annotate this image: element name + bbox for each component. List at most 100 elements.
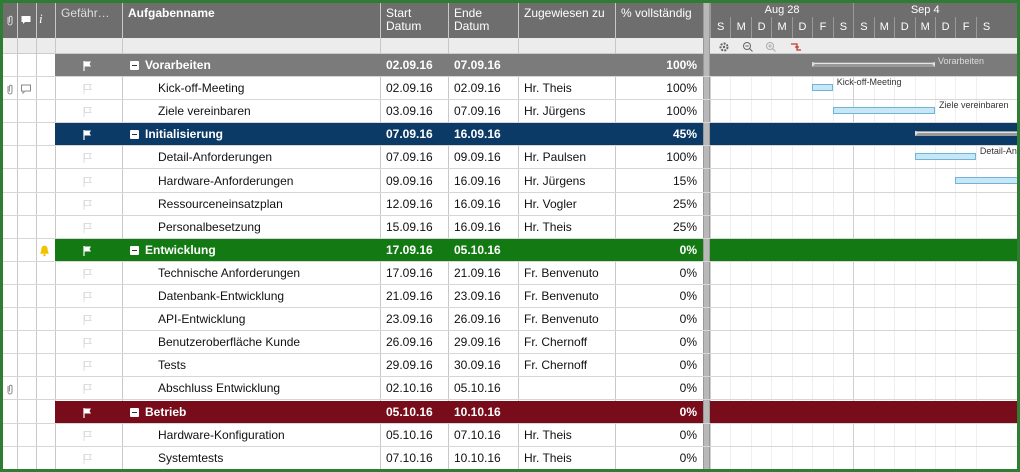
risk-flag-glyph bbox=[83, 199, 92, 210]
task-bar[interactable] bbox=[832, 107, 935, 115]
risk-flag-glyph bbox=[83, 361, 92, 372]
start-date: 26.09.16 bbox=[386, 335, 433, 350]
assignee: Hr. Theis bbox=[524, 81, 572, 96]
task-name[interactable]: Hardware-Konfiguration bbox=[158, 427, 285, 442]
collapse-toggle[interactable] bbox=[130, 61, 139, 70]
critical-path-icon bbox=[790, 40, 802, 52]
day-label: D bbox=[791, 17, 812, 38]
group-band-gantt bbox=[710, 123, 1017, 146]
header-bar bbox=[3, 3, 1017, 38]
task-name[interactable]: Tests bbox=[158, 358, 187, 373]
end-date: 10.10.16 bbox=[454, 404, 501, 419]
group-row[interactable]: Vorarbeiten 02.09.16 07.09.16 100% Vorarbeit… bbox=[3, 54, 1017, 78]
task-row[interactable]: Benutzeroberfläche Kunde 26.09.16 29.09.16… bbox=[3, 331, 1017, 355]
group-row[interactable]: Initialisierung 07.09.16 16.09.16 45% Initia… bbox=[3, 123, 1017, 147]
start-date: 02.09.16 bbox=[386, 81, 433, 96]
day-label: F bbox=[812, 17, 832, 38]
group-row[interactable]: Betrieb 05.10.16 10.10.16 0% bbox=[3, 400, 1017, 424]
task-row[interactable]: Hardware-Konfiguration 05.10.16 07.10.16 Hr… bbox=[3, 424, 1017, 447]
collapse-toggle[interactable] bbox=[130, 407, 139, 417]
percent-complete: 0% bbox=[679, 312, 697, 327]
pane-splitter bbox=[703, 3, 710, 469]
task-row[interactable]: Ressourceneinsatzplan 12.09.16 16.09.16 Hr.… bbox=[3, 193, 1017, 216]
risk-flag-glyph bbox=[83, 384, 92, 395]
task-bar[interactable] bbox=[955, 176, 1017, 184]
risk-flag-glyph bbox=[83, 153, 92, 164]
task-row[interactable]: Personalbesetzung 15.09.16 16.09.16 Hr. The… bbox=[3, 216, 1017, 239]
start-date: 05.10.16 bbox=[386, 404, 433, 419]
task-name[interactable]: Kick-off-Meeting bbox=[158, 81, 245, 96]
end-date: 07.10.16 bbox=[454, 427, 501, 442]
percent-complete: 0% bbox=[679, 335, 697, 350]
task-row[interactable]: API-Entwicklung 23.09.16 26.09.16 Fr. Benve… bbox=[3, 308, 1017, 332]
collapse-toggle[interactable] bbox=[130, 245, 139, 255]
end-date: 05.10.16 bbox=[454, 381, 501, 396]
task-name[interactable]: API-Entwicklung bbox=[158, 312, 246, 327]
task-name[interactable]: Datenbank-Entwicklung bbox=[158, 289, 285, 303]
task-row[interactable]: Datenbank-Entwicklung 21.09.16 23.09.16 Fr.… bbox=[3, 285, 1017, 309]
task-row[interactable]: Detail-Anforderungen 07.09.16 09.09.16 Hr. … bbox=[3, 146, 1017, 170]
percent-complete: 100% bbox=[666, 81, 697, 96]
group-band bbox=[55, 400, 703, 423]
task-name[interactable]: Hardware-Anforderungen bbox=[158, 173, 294, 188]
risk-flag bbox=[81, 290, 93, 302]
gantt-row: Kick-off-Meeting bbox=[710, 77, 1017, 99]
assignee: Fr. Chernoff bbox=[524, 335, 588, 350]
task-row[interactable]: Technische Anforderungen 17.09.16 21.09.16… bbox=[3, 262, 1017, 285]
collapse-toggle[interactable] bbox=[130, 130, 139, 140]
week-label: Sep 4 bbox=[853, 3, 996, 17]
assignee: Fr. Benvenuto bbox=[524, 312, 599, 327]
group-band bbox=[55, 123, 703, 146]
task-row[interactable]: Tests 29.09.16 30.09.16 Fr. Chernoff 0% bbox=[3, 354, 1017, 378]
gantt-bar-label: Detail-Anforderungen bbox=[979, 146, 1017, 157]
risk-flag bbox=[81, 406, 93, 418]
task-name[interactable]: Systemtests bbox=[158, 450, 224, 465]
task-row[interactable]: Abschluss Entwicklung 02.10.16 05.10.16 0% bbox=[3, 377, 1017, 401]
column-header[interactable]: Gefähr… bbox=[61, 6, 110, 20]
start-date: 15.09.16 bbox=[386, 219, 433, 234]
group-row[interactable]: Entwicklung 17.09.16 05.10.16 0% bbox=[3, 238, 1017, 262]
column-header[interactable]: Aufgabenname bbox=[128, 6, 215, 20]
percent-complete: 0% bbox=[679, 381, 697, 396]
column-divider bbox=[380, 3, 381, 469]
task-bar[interactable] bbox=[812, 84, 833, 92]
task-bar[interactable] bbox=[914, 153, 976, 161]
risk-flag-glyph bbox=[83, 84, 92, 95]
task-name[interactable]: Ressourceneinsatzplan bbox=[158, 196, 283, 211]
assignee: Hr. Theis bbox=[524, 219, 572, 234]
column-header[interactable]: Ende Datum bbox=[454, 6, 490, 33]
task-name[interactable]: Detail-Anforderungen bbox=[158, 150, 273, 165]
percent-complete: 0% bbox=[679, 242, 697, 257]
task-name[interactable]: Personalbesetzung bbox=[158, 219, 261, 234]
gantt-row: Ressourceneinsatzplan bbox=[710, 193, 1017, 215]
risk-flag bbox=[81, 382, 93, 395]
group-band-gantt bbox=[710, 400, 1017, 423]
task-name[interactable]: Betrieb bbox=[145, 404, 187, 419]
task-name[interactable]: Ziele vereinbaren bbox=[158, 104, 251, 119]
task-row[interactable]: Systemtests 07.10.16 10.10.16 Hr. Theis 0% bbox=[3, 447, 1017, 469]
task-name[interactable]: Vorarbeiten bbox=[145, 58, 211, 72]
percent-complete: 0% bbox=[679, 404, 697, 419]
start-date: 02.10.16 bbox=[386, 381, 433, 396]
risk-flag bbox=[81, 429, 93, 441]
column-header[interactable]: % vollständig bbox=[621, 6, 692, 20]
percent-complete: 0% bbox=[679, 289, 697, 303]
task-name[interactable]: Technische Anforderungen bbox=[158, 265, 301, 280]
risk-flag bbox=[81, 313, 93, 326]
task-row[interactable]: Ziele vereinbaren 03.09.16 07.09.16 Hr. Jür… bbox=[3, 100, 1017, 124]
settings-icon-glyph bbox=[719, 42, 729, 52]
task-name[interactable]: Abschluss Entwicklung bbox=[158, 381, 281, 396]
zoom-out-icon bbox=[742, 40, 754, 52]
start-date: 09.09.16 bbox=[386, 173, 433, 188]
task-row[interactable]: Kick-off-Meeting 02.09.16 02.09.16 Hr. Thei… bbox=[3, 77, 1017, 101]
task-row[interactable]: Hardware-Anforderungen 09.09.16 16.09.16 Hr… bbox=[3, 170, 1017, 193]
task-name[interactable]: Entwicklung bbox=[145, 242, 216, 257]
task-name[interactable]: Initialisierung bbox=[145, 127, 224, 142]
task-name[interactable]: Benutzeroberfläche Kunde bbox=[158, 335, 301, 350]
column-header[interactable]: Zugewiesen zu bbox=[524, 6, 605, 20]
column-header[interactable]: Start Datum bbox=[386, 6, 422, 33]
risk-flag-glyph bbox=[83, 315, 92, 326]
assignee: Hr. Vogler bbox=[524, 196, 577, 211]
gantt-bar-label: Kick-off-Meeting bbox=[836, 77, 902, 88]
week-label: Aug 28 bbox=[710, 3, 853, 17]
